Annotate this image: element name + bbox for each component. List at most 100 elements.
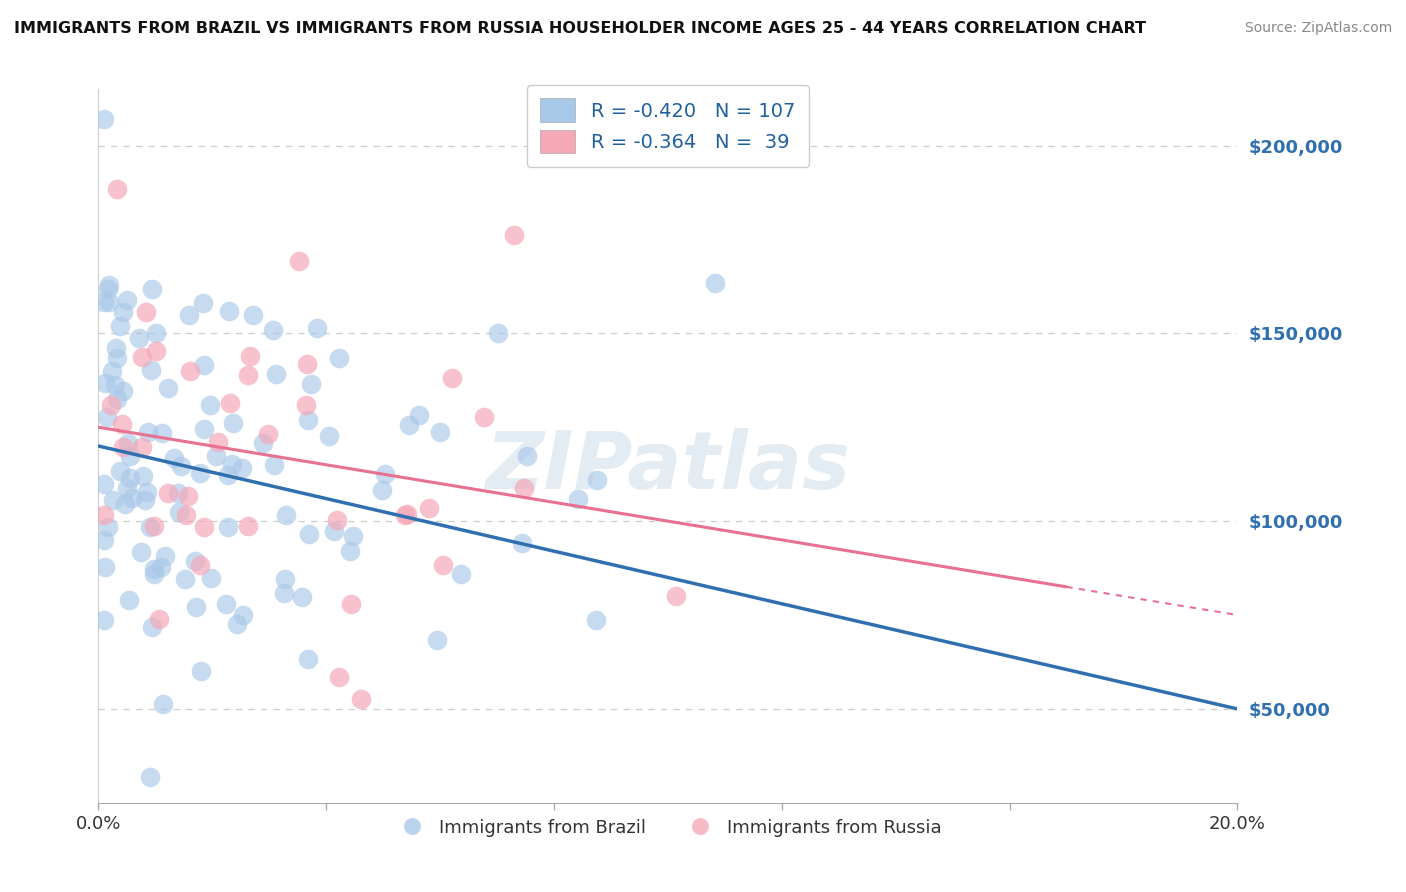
Point (231, 461, 253, 475)
Point (190, 558, 212, 573)
Point (143, 562, 166, 576)
Point (586, 473, 609, 487)
Point (398, 418, 420, 433)
Point (340, 597, 363, 611)
Point (295, 398, 318, 412)
Point (188, 467, 211, 481)
Point (418, 501, 440, 516)
Point (111, 305, 134, 319)
Point (193, 422, 215, 436)
Point (98, 295, 121, 310)
Point (93, 508, 115, 523)
Point (328, 351, 350, 366)
Point (273, 572, 295, 586)
Point (184, 599, 207, 614)
Point (585, 613, 607, 627)
Point (174, 572, 197, 586)
Point (134, 492, 156, 507)
Point (177, 489, 200, 503)
Point (567, 492, 589, 507)
Point (274, 508, 297, 522)
Point (339, 543, 361, 558)
Point (326, 513, 349, 527)
Point (136, 485, 159, 500)
Point (132, 468, 155, 483)
Point (297, 652, 319, 666)
Point (98, 277, 121, 292)
Point (100, 364, 122, 378)
Point (502, 227, 524, 242)
Point (139, 770, 162, 784)
Point (263, 458, 285, 473)
Point (93, 614, 115, 628)
Point (101, 493, 124, 508)
Point (239, 349, 262, 363)
Point (117, 481, 139, 495)
Point (105, 182, 128, 196)
Point (219, 396, 242, 410)
Point (262, 323, 284, 337)
Point (374, 467, 396, 482)
Point (222, 416, 245, 430)
Point (167, 505, 190, 519)
Point (191, 295, 214, 310)
Point (350, 691, 373, 706)
Point (105, 392, 128, 406)
Point (150, 560, 173, 574)
Point (179, 364, 201, 378)
Point (665, 589, 688, 603)
Point (121, 491, 143, 505)
Point (408, 408, 430, 422)
Point (256, 427, 278, 442)
Point (328, 670, 350, 684)
Point (342, 528, 364, 542)
Point (516, 449, 538, 463)
Point (93, 477, 115, 491)
Point (370, 483, 392, 498)
Point (141, 363, 163, 377)
Point (264, 367, 287, 381)
Point (190, 664, 212, 678)
Point (236, 519, 259, 533)
Point (111, 440, 134, 454)
Point (298, 526, 321, 541)
Point (226, 617, 249, 632)
Point (288, 254, 311, 268)
Point (131, 350, 153, 364)
Point (297, 413, 319, 427)
Point (426, 632, 449, 647)
Point (395, 507, 418, 521)
Point (217, 520, 239, 534)
Point (120, 449, 142, 463)
Point (111, 417, 134, 431)
Point (291, 591, 314, 605)
Point (115, 293, 138, 307)
Point (111, 384, 134, 399)
Point (193, 358, 215, 372)
Point (152, 697, 174, 711)
Point (155, 549, 177, 564)
Point (96, 410, 118, 425)
Point (135, 305, 157, 319)
Point (252, 436, 274, 450)
Point (299, 377, 322, 392)
Point (486, 326, 509, 340)
Point (143, 518, 166, 533)
Point (93, 533, 115, 548)
Point (150, 426, 173, 441)
Point (184, 554, 207, 568)
Point (93, 295, 115, 310)
Point (215, 598, 238, 612)
Point (162, 451, 184, 466)
Point (450, 566, 472, 581)
Point (118, 593, 141, 607)
Point (472, 410, 495, 425)
Point (513, 481, 536, 495)
Point (174, 508, 197, 523)
Point (97, 520, 120, 534)
Text: ZIPatlas: ZIPatlas (485, 428, 851, 507)
Legend: Immigrants from Brazil, Immigrants from Russia: Immigrants from Brazil, Immigrants from … (387, 812, 949, 844)
Text: Source: ZipAtlas.com: Source: ZipAtlas.com (1244, 21, 1392, 35)
Point (232, 608, 254, 623)
Point (136, 425, 159, 439)
